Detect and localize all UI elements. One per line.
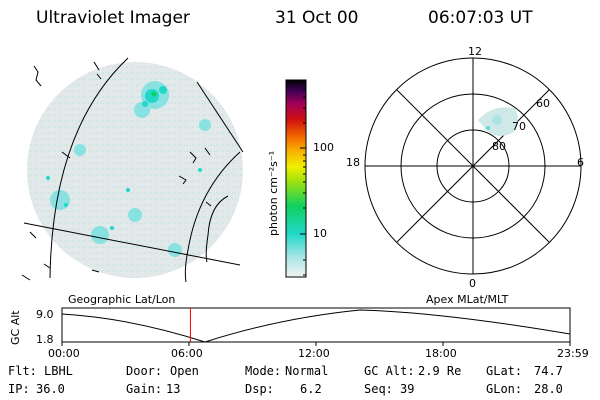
- gc-alt-label: GC Alt:: [364, 364, 415, 378]
- glon-label: GLon:: [486, 382, 523, 396]
- door-label: Door:: [126, 364, 163, 378]
- gc-alt-value: 2.9 Re: [418, 364, 462, 378]
- door-value: Open: [170, 364, 199, 378]
- mlt-label-18: 18: [346, 156, 360, 169]
- seq-label: Seq:: [364, 382, 393, 396]
- altitude-curve: [61, 309, 571, 343]
- mode-label: Mode:: [245, 364, 282, 378]
- glat-value: 74.7: [534, 364, 563, 378]
- altitude-ymax-label: 9.0: [36, 308, 54, 321]
- mode-value: Normal: [285, 364, 329, 378]
- gain-value: 13: [166, 382, 181, 396]
- app-title: Ultraviolet Imager: [36, 8, 190, 28]
- polar-grid: [364, 57, 582, 275]
- colorbar-tick-100: 100: [313, 141, 334, 154]
- mlat-label-80: 80: [492, 140, 506, 153]
- mlt-label-6: 6: [577, 156, 584, 169]
- observation-date: 31 Oct 00: [275, 8, 359, 28]
- ip-value: 36.0: [36, 382, 65, 396]
- glon-value: 28.0: [534, 382, 563, 396]
- altitude-plot: [61, 307, 571, 346]
- mlt-label-12: 12: [468, 45, 482, 58]
- apex-projection-label: Apex MLat/MLT: [426, 293, 509, 306]
- dsp-label: Dsp:: [245, 382, 274, 396]
- altitude-ymin-label: 1.8: [36, 333, 54, 346]
- mlat-label-60: 60: [536, 97, 550, 110]
- geographic-projection-label: Geographic Lat/Lon: [68, 293, 176, 306]
- filter-label: Flt:: [8, 364, 37, 378]
- time-tick-0600: 06:00: [171, 347, 203, 360]
- intensity-colorbar: [285, 79, 307, 278]
- mlt-label-0: 0: [469, 277, 476, 290]
- gain-label: Gain:: [126, 382, 163, 396]
- ip-label: IP:: [8, 382, 30, 396]
- colorbar-tick-10: 10: [313, 227, 327, 240]
- colorbar-unit-label: photon cm⁻²s⁻¹: [267, 150, 280, 236]
- observation-time: 06:07:03 UT: [428, 8, 533, 28]
- filter-value: LBHL: [44, 364, 73, 378]
- earth-disk-image: [21, 57, 244, 283]
- polar-aurora-patch: [478, 107, 518, 136]
- mlat-label-70: 70: [512, 120, 526, 133]
- time-tick-1800: 18:00: [425, 347, 457, 360]
- time-tick-1200: 12:00: [298, 347, 330, 360]
- time-tick-2359: 23:59: [557, 347, 589, 360]
- dsp-value: 6.2: [300, 382, 322, 396]
- altitude-axis-label: GC Alt: [9, 310, 22, 345]
- glat-label: GLat:: [486, 364, 523, 378]
- time-tick-0000: 00:00: [48, 347, 80, 360]
- seq-value: 39: [400, 382, 415, 396]
